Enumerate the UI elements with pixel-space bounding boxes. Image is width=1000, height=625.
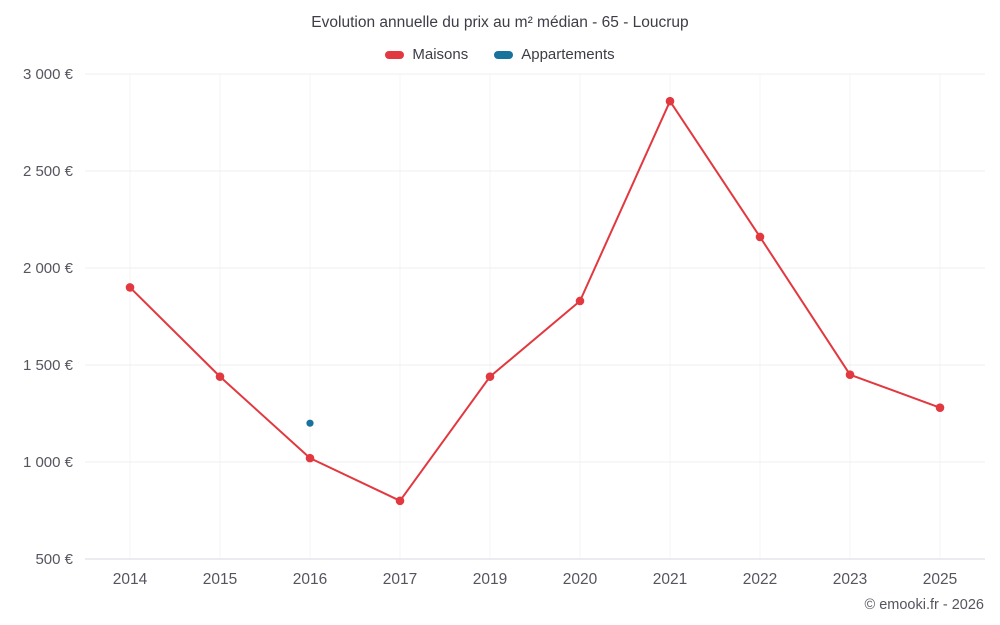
svg-text:500 €: 500 € [35,551,73,568]
svg-text:2021: 2021 [653,571,687,588]
legend-item-appartements[interactable]: Appartements [494,46,615,63]
chart-title: Evolution annuelle du prix au m² médian … [311,14,689,31]
appartements-series-marker [494,50,514,59]
chart-legend: Maisons Appartements [0,46,1000,63]
svg-text:2015: 2015 [203,571,237,588]
maisons-series-marker [385,50,405,59]
svg-text:2016: 2016 [293,571,327,588]
svg-text:1 500 €: 1 500 € [23,357,74,374]
svg-text:2017: 2017 [383,571,417,588]
copyright-watermark: © emooki.fr - 2026 [864,597,984,613]
svg-text:3 000 €: 3 000 € [23,66,74,83]
svg-text:1 000 €: 1 000 € [23,454,74,471]
svg-text:2 500 €: 2 500 € [23,163,74,180]
svg-text:2014: 2014 [113,571,148,588]
svg-text:2 000 €: 2 000 € [23,260,74,277]
legend-item-maisons[interactable]: Maisons [385,46,468,63]
svg-text:2025: 2025 [923,571,957,588]
legend-label-maisons: Maisons [412,46,469,63]
svg-text:2019: 2019 [473,571,507,588]
svg-text:2022: 2022 [743,571,777,588]
svg-text:2023: 2023 [833,571,867,588]
legend-label-appartements: Appartements [521,46,615,63]
svg-text:2020: 2020 [563,571,598,588]
